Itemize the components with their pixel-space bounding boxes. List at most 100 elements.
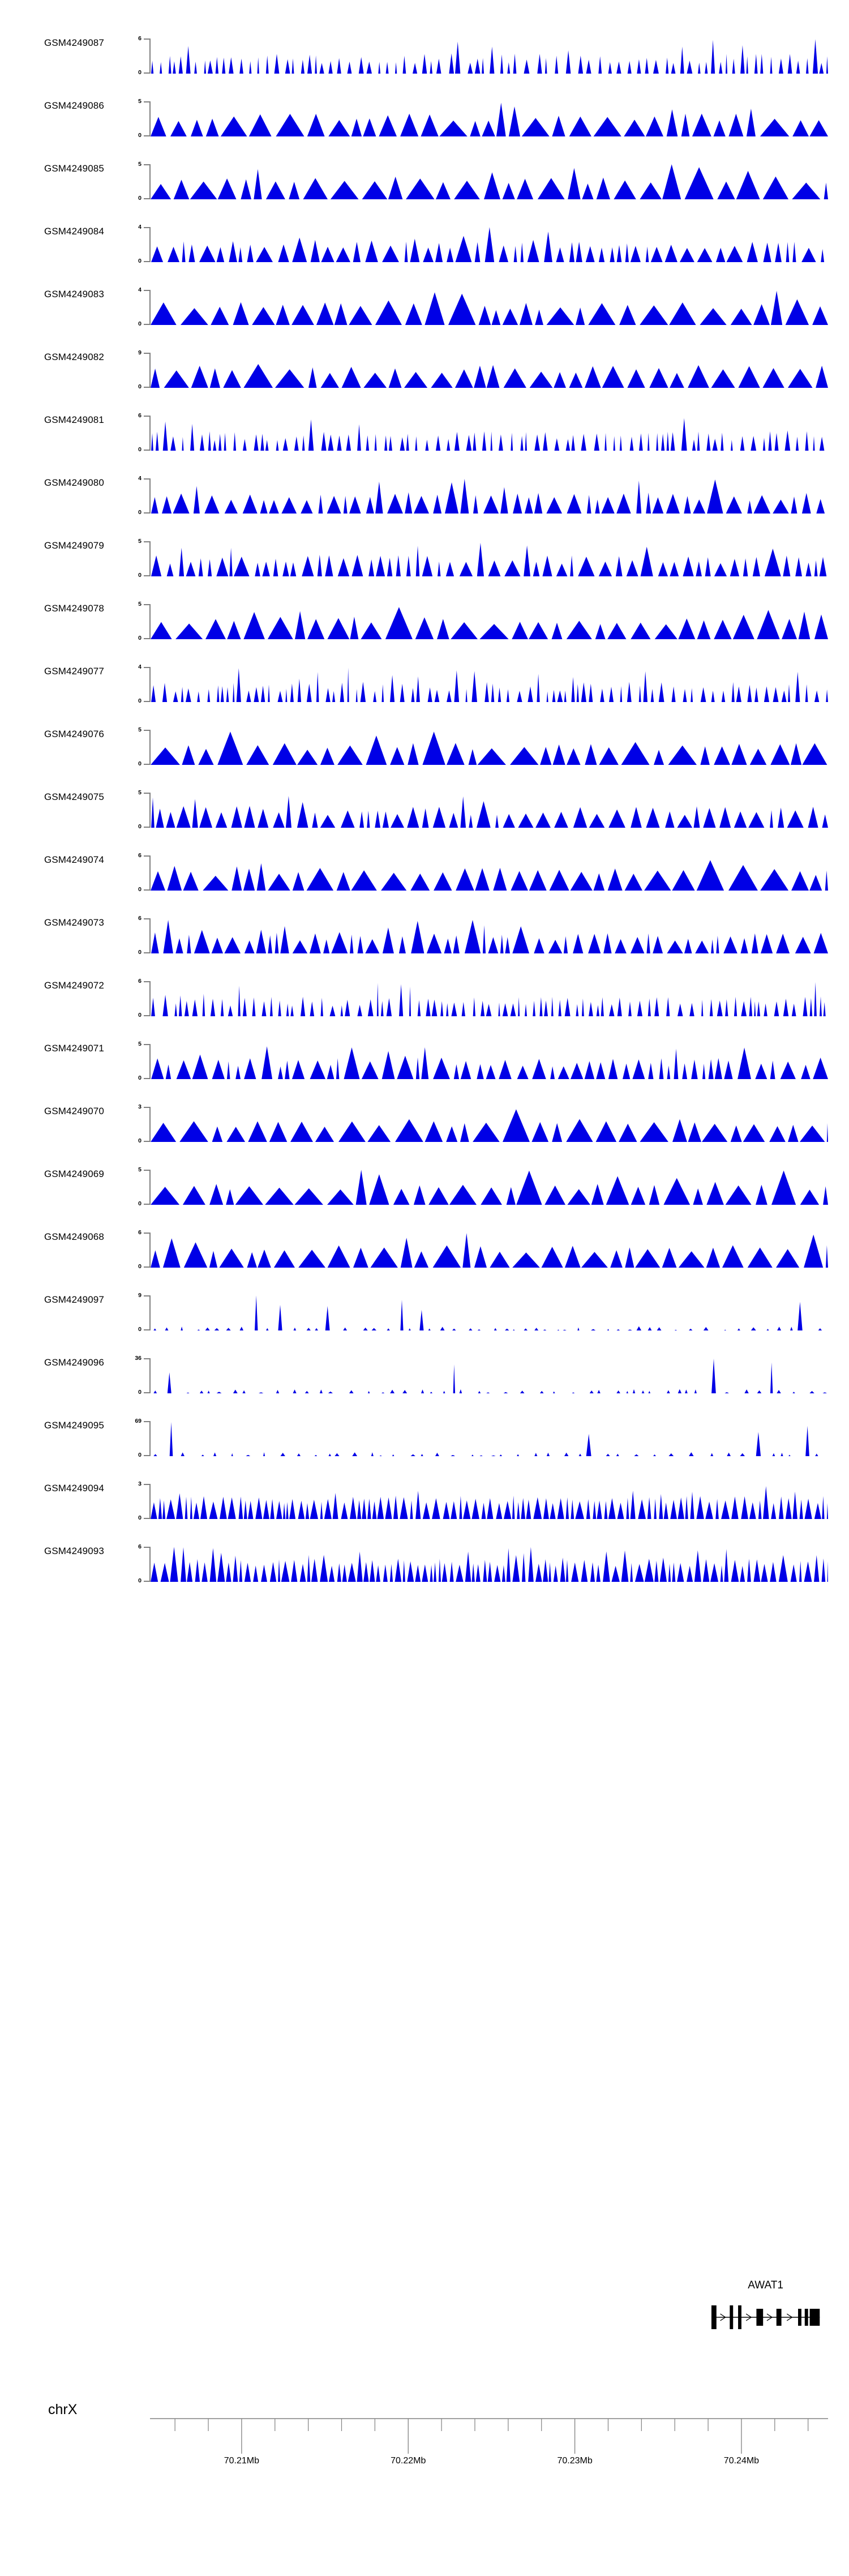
coverage-area-fill — [150, 290, 828, 325]
y-axis-max-label: 6 — [138, 852, 142, 859]
track-label-gsm4249096: GSM4249096 — [44, 1357, 104, 1368]
coverage-profile — [150, 102, 828, 136]
coverage-track: GSM4249096 36 0 — [0, 1336, 849, 1398]
y-axis-tick-max — [144, 604, 151, 605]
coverage-track: GSM4249093 6 0 — [0, 1524, 849, 1587]
coverage-plot-area — [150, 1484, 828, 1519]
y-axis-max-label: 5 — [138, 601, 142, 607]
y-axis-min-label: 0 — [138, 1577, 142, 1584]
gene-annotation-track: AWAT1 — [0, 2276, 849, 2344]
y-axis-line — [149, 1421, 151, 1456]
y-axis-min-label: 0 — [138, 1200, 142, 1207]
axis-tick-label: 70.23Mb — [557, 2456, 593, 2466]
y-axis-max-label: 4 — [138, 224, 142, 230]
y-axis-line — [149, 164, 151, 199]
y-axis-max-label: 9 — [138, 349, 142, 356]
y-axis-max-label: 6 — [138, 35, 142, 42]
coverage-track: GSM4249094 3 0 — [0, 1461, 849, 1524]
y-axis-line — [149, 478, 151, 514]
gene-label-awat1: AWAT1 — [748, 2279, 783, 2291]
y-axis-tick-min — [144, 135, 151, 136]
exon-box — [776, 2309, 782, 2326]
y-axis-line — [149, 918, 151, 953]
y-axis-tick-max — [144, 1044, 151, 1045]
y-axis-tick-max — [144, 918, 151, 919]
y-axis-min-label: 0 — [138, 446, 142, 453]
coverage-profile — [150, 667, 828, 702]
coverage-profile — [150, 1170, 828, 1205]
coverage-plot-area — [150, 1107, 828, 1142]
coverage-area-fill — [150, 1295, 828, 1330]
coverage-profile — [150, 542, 828, 576]
y-axis-line — [149, 1295, 151, 1330]
exon-box — [809, 2309, 820, 2326]
coverage-profile — [150, 227, 828, 262]
y-axis-line — [149, 667, 151, 702]
coverage-area-fill — [150, 227, 828, 262]
coverage-profile — [150, 607, 828, 639]
y-axis-tick-min — [144, 1078, 151, 1079]
axis-ruler-svg — [150, 2418, 828, 2454]
coverage-plot-area — [150, 1547, 828, 1582]
coverage-area-fill — [150, 919, 828, 953]
coverage-area-fill — [150, 1233, 828, 1268]
coverage-track: GSM4249086 5 0 — [0, 79, 849, 142]
y-axis-tick-min — [144, 324, 151, 325]
coverage-area-fill — [150, 542, 828, 576]
track-label-gsm4249094: GSM4249094 — [44, 1483, 104, 1494]
coverage-profile — [150, 731, 828, 765]
y-axis-tick-max — [144, 290, 151, 291]
y-axis-line — [149, 855, 151, 891]
y-axis-tick-max — [144, 730, 151, 731]
coverage-area-fill — [150, 418, 828, 451]
coverage-profile — [150, 418, 828, 451]
coverage-plot-area — [150, 101, 828, 136]
coverage-track: GSM4249074 6 0 — [0, 833, 849, 896]
coverage-area-fill — [150, 478, 828, 514]
track-label-gsm4249070: GSM4249070 — [44, 1106, 104, 1116]
y-axis-tick-min — [144, 72, 151, 74]
coverage-area-fill — [150, 164, 828, 199]
coverage-profile — [150, 478, 828, 514]
coverage-profile — [150, 796, 828, 828]
y-axis-tick-min — [144, 387, 151, 388]
y-axis-tick-max — [144, 227, 151, 228]
y-axis-min-label: 0 — [138, 1012, 142, 1019]
coverage-plot-area — [150, 1421, 828, 1456]
y-axis-tick-max — [144, 1295, 151, 1296]
y-axis-tick-min — [144, 1141, 151, 1142]
y-axis-tick-max — [144, 855, 151, 857]
coverage-profile — [150, 1295, 828, 1330]
coverage-area-fill — [150, 1046, 828, 1079]
coverage-area-fill — [150, 796, 828, 828]
coverage-plot-area — [150, 164, 828, 199]
y-axis-tick-max — [144, 1233, 151, 1234]
coverage-plot-area — [150, 290, 828, 325]
strand-arrow-icon — [720, 2313, 726, 2321]
y-axis-min-label: 0 — [138, 949, 142, 956]
y-axis-max-label: 5 — [138, 538, 142, 545]
y-axis-max-label: 3 — [138, 1103, 142, 1110]
track-label-gsm4249085: GSM4249085 — [44, 163, 104, 174]
y-axis-min-label: 0 — [138, 195, 142, 202]
track-y-axis: 36 0 — [135, 1355, 152, 1396]
coverage-profile — [150, 860, 828, 891]
y-axis-tick-min — [144, 1392, 151, 1393]
coverage-track: GSM4249085 5 0 — [0, 142, 849, 204]
coverage-track: GSM4249069 5 0 — [0, 1147, 849, 1210]
coverage-track: GSM4249084 4 0 — [0, 204, 849, 267]
axis-tick-label: 70.21Mb — [224, 2456, 260, 2466]
coverage-profile — [150, 164, 828, 199]
coverage-track: GSM4249082 9 0 — [0, 330, 849, 393]
track-y-axis: 69 0 — [135, 1418, 152, 1458]
track-label-gsm4249078: GSM4249078 — [44, 603, 104, 614]
